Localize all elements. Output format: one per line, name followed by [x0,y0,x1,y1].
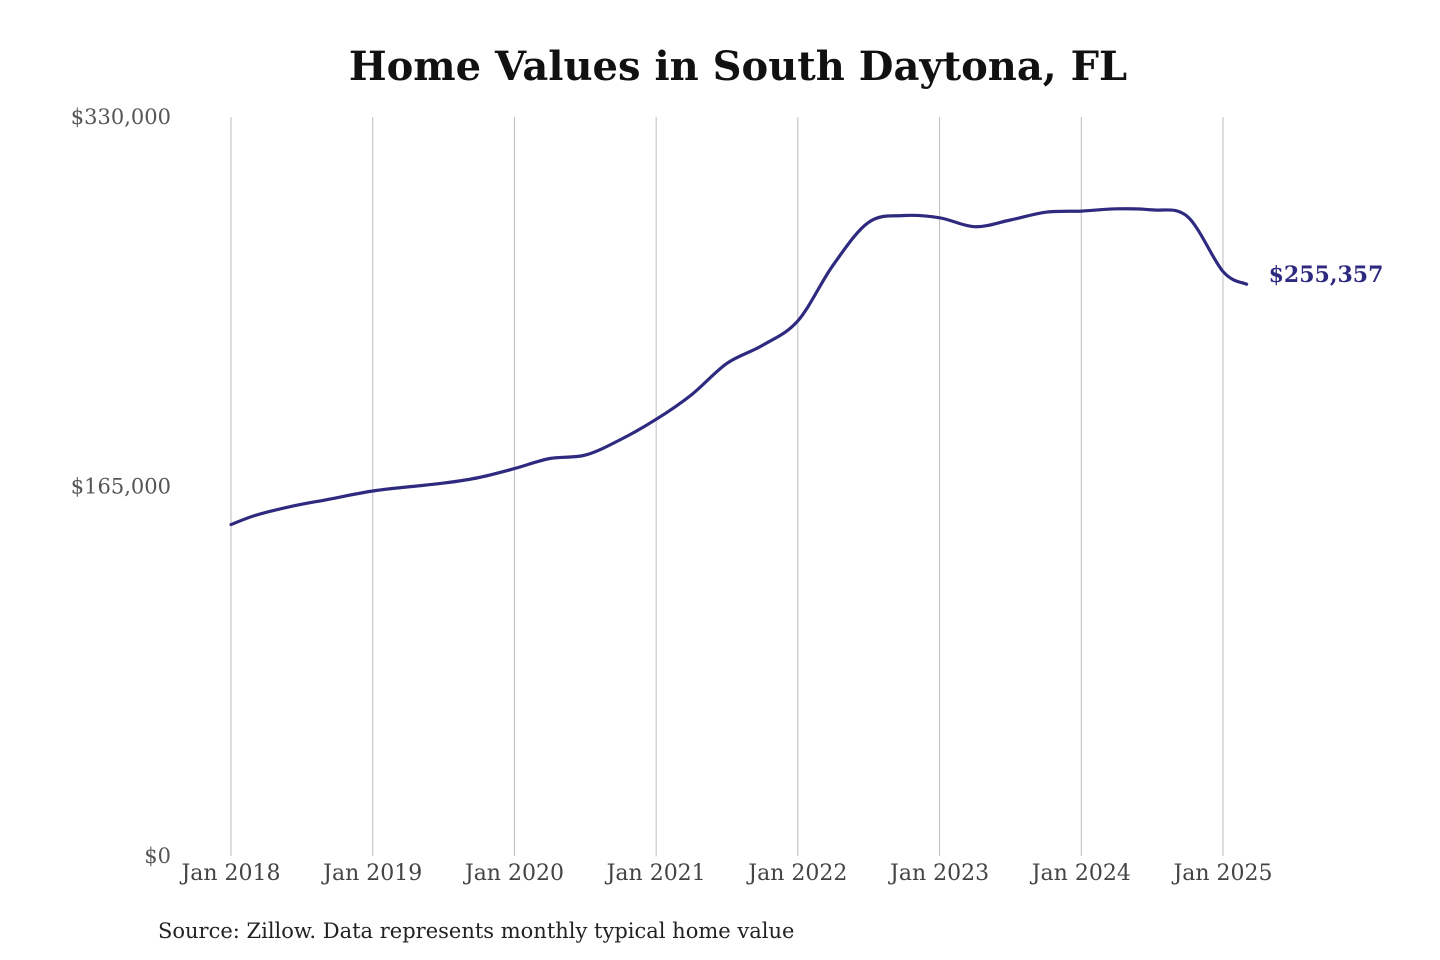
x-tick-label: Jan 2024 [1030,861,1131,886]
x-tick-label: Jan 2020 [463,861,564,886]
end-value-label: $255,357 [1269,262,1384,288]
y-tick-label: $330,000 [71,105,171,129]
y-tick-label: $165,000 [71,475,171,499]
x-tick-label: Jan 2021 [605,861,706,886]
x-tick-label: Jan 2019 [321,861,422,886]
x-tick-label: Jan 2018 [179,861,280,886]
chart-title: Home Values in South Daytona, FL [349,43,1127,90]
x-tick-label: Jan 2025 [1171,861,1272,886]
x-axis-ticks: Jan 2018 Jan 2019 Jan 2020 Jan 2021 Jan 2022… [179,861,1272,886]
x-tick-label: Jan 2023 [888,861,989,886]
y-axis-ticks: $0 $165,000 $330,000 [71,105,171,868]
grid-lines [230,117,1224,856]
source-note: Source: Zillow. Data represents monthly … [158,919,794,943]
x-tick-label: Jan 2022 [746,861,847,886]
y-tick-label: $0 [144,844,171,868]
series-line-home-value [229,207,1249,527]
